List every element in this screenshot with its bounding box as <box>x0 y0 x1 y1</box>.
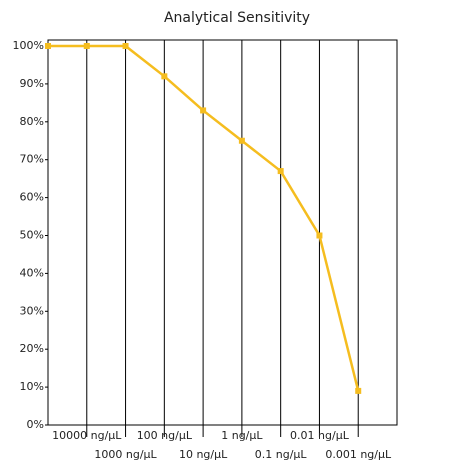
x-tick-label: 0.01 ng/µL <box>290 429 350 442</box>
x-tick-label: 0.001 ng/µL <box>325 448 392 461</box>
marker <box>200 107 207 114</box>
y-tick-label: 0% <box>27 418 44 431</box>
x-tick-label: 10 ng/µL <box>179 448 228 461</box>
y-tick-label: 10% <box>20 380 44 393</box>
y-tick-label: 20% <box>20 342 44 355</box>
x-tick-label: 0.1 ng/µL <box>255 448 308 461</box>
x-tick-label: 1000 ng/µL <box>94 448 157 461</box>
y-tick-label: 30% <box>20 304 44 317</box>
y-tick-label: 80% <box>20 115 44 128</box>
x-tick-label: 1 ng/µL <box>221 429 263 442</box>
marker <box>277 168 284 175</box>
y-tick-label: 100% <box>13 39 44 52</box>
y-tick-label: 60% <box>20 191 44 204</box>
plot-area <box>47 39 398 426</box>
y-tick-label: 40% <box>20 266 44 279</box>
marker <box>83 43 90 49</box>
x-tick-label: 10000 ng/µL <box>52 429 122 442</box>
marker <box>316 232 323 239</box>
x-tick-label: 100 ng/µL <box>137 429 193 442</box>
marker <box>45 43 51 49</box>
y-tick-label: 90% <box>20 77 44 90</box>
marker <box>161 73 168 80</box>
y-tick-label: 50% <box>20 229 44 242</box>
marker <box>122 43 129 49</box>
chart-title: Analytical Sensitivity <box>164 10 310 26</box>
y-tick-label: 70% <box>20 153 44 166</box>
marker <box>238 137 245 144</box>
marker <box>355 387 362 394</box>
